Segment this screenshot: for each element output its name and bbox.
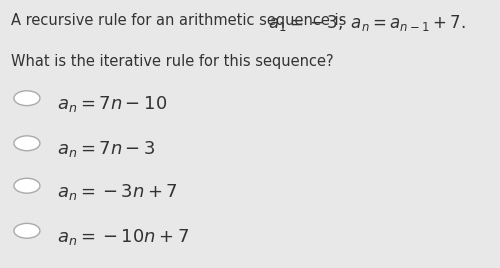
Circle shape (14, 178, 40, 193)
Circle shape (14, 136, 40, 151)
Text: $a_1 = -3;\; a_n = a_{n-1} + 7.$: $a_1 = -3;\; a_n = a_{n-1} + 7.$ (268, 13, 466, 33)
Text: $a_n = -3n + 7$: $a_n = -3n + 7$ (57, 182, 178, 202)
Text: $a_n = 7n - 3$: $a_n = 7n - 3$ (57, 139, 156, 159)
Text: What is the iterative rule for this sequence?: What is the iterative rule for this sequ… (10, 54, 334, 69)
Text: $a_n = -10n + 7$: $a_n = -10n + 7$ (57, 227, 189, 247)
Text: $a_n = 7n - 10$: $a_n = 7n - 10$ (57, 94, 167, 114)
Circle shape (14, 91, 40, 106)
Circle shape (14, 224, 40, 238)
Text: A recursive rule for an arithmetic sequence is: A recursive rule for an arithmetic seque… (10, 13, 350, 28)
